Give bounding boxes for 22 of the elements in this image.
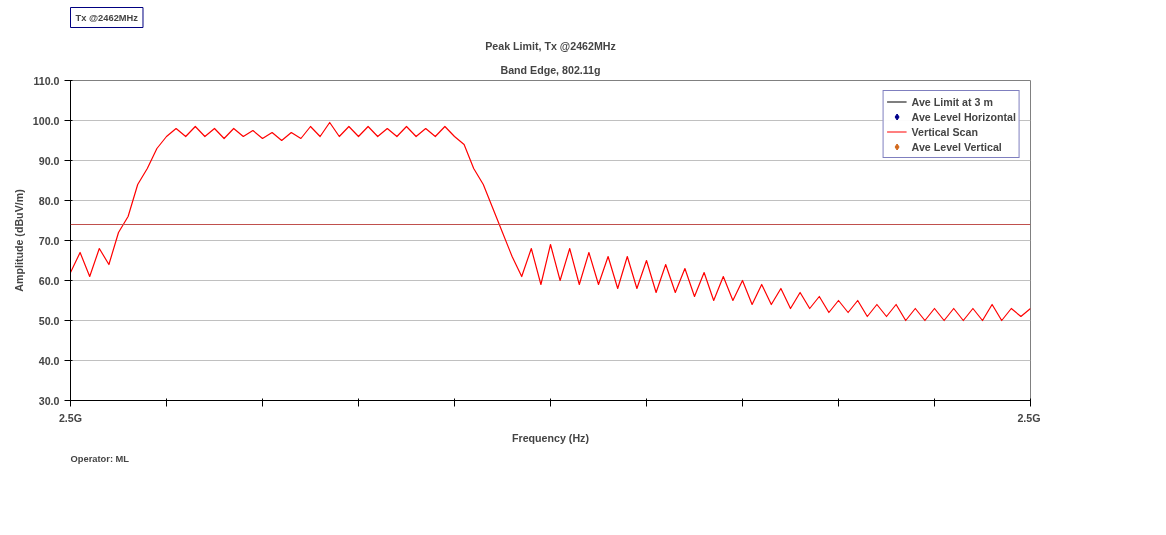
text: 2.5G [1017, 411, 1041, 424]
y-axis-title: Amplitude (dBuV/m) [12, 188, 25, 292]
x-axis-title: Frequency (Hz) [512, 431, 590, 444]
text: Operator: ML [70, 453, 130, 464]
chart-title: Peak Limit, Tx @2462MHz [485, 39, 616, 52]
y-tick-label: 60.0 [38, 274, 60, 287]
y-tick-label: 110.0 [33, 74, 60, 87]
line-series [70, 121, 1031, 322]
legend-label: Vertical Scan [911, 124, 978, 139]
y-tick-label: 50.0 [38, 314, 60, 327]
text: Tx @2462MHz [75, 12, 139, 23]
chart-subtitle: Band Edge, 802.11g [500, 63, 601, 76]
y-tick-label: 40.0 [38, 354, 60, 367]
text: 2.5G [58, 411, 83, 424]
y-tick-label: 90.0 [38, 154, 60, 167]
legend-label: Ave Level Horizontal [911, 109, 1016, 124]
legend-label: Ave Level Vertical [911, 139, 1002, 154]
y-tick-label: 80.0 [38, 194, 60, 207]
y-tick-label: 30.0 [38, 394, 60, 407]
legend-label: Ave Limit at 3 m [911, 94, 993, 109]
y-tick-label: 100.0 [32, 114, 60, 127]
y-tick-label: 70.0 [38, 234, 60, 247]
